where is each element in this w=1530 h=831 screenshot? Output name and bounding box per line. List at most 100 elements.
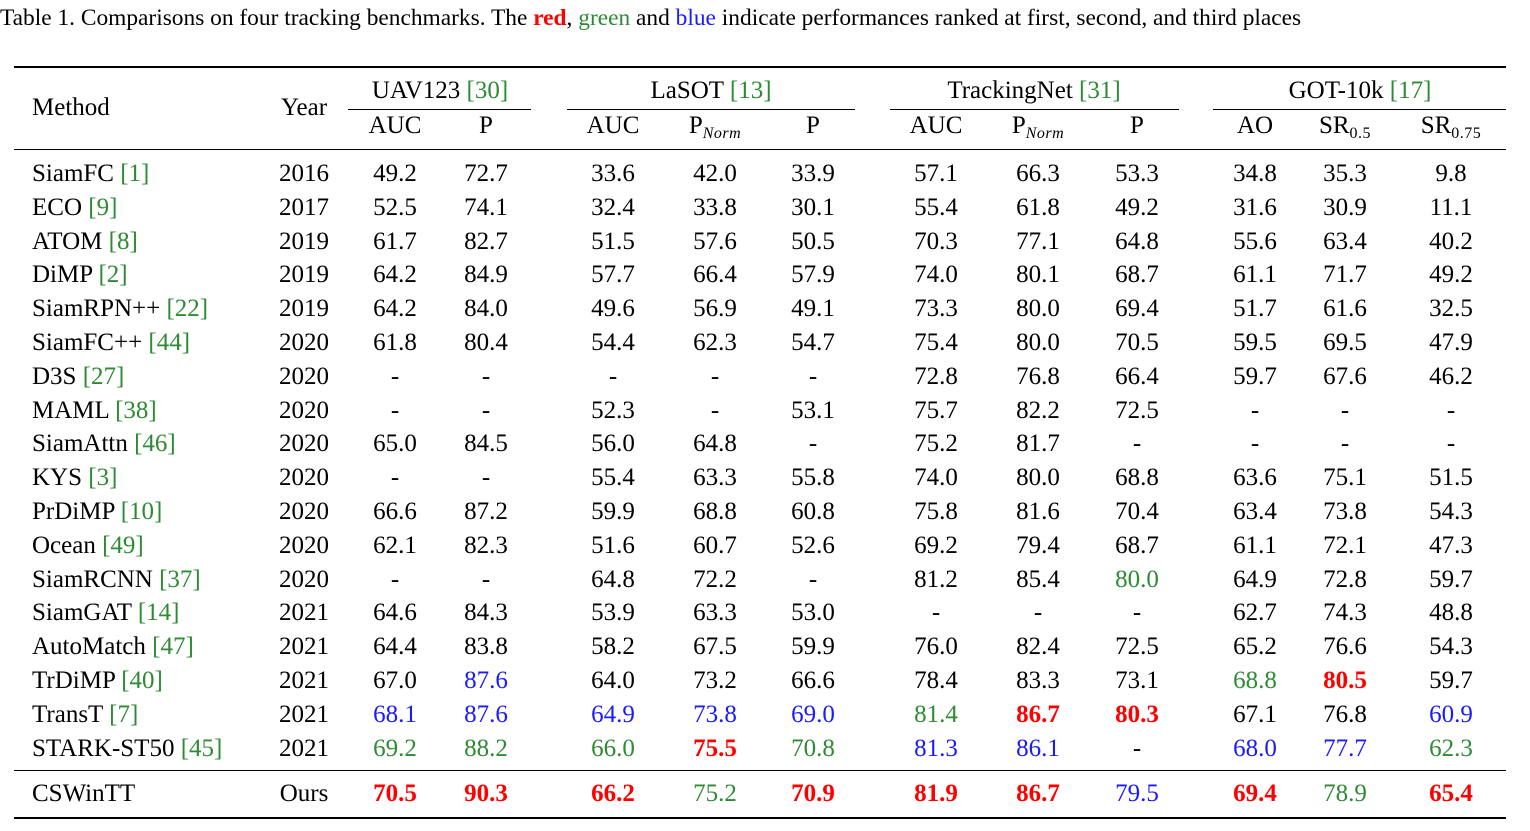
value-cell: 61.1 xyxy=(1233,531,1277,559)
value-cell: 78.4 xyxy=(914,667,958,694)
year-cell: 2021 xyxy=(279,700,329,728)
value-cell: 87.2 xyxy=(464,498,508,525)
method-name: AutoMatch [47] xyxy=(32,633,194,661)
method-name: TrDiMP [40] xyxy=(32,667,163,694)
value-cell: 84.5 xyxy=(464,430,508,458)
value-cell: 56.0 xyxy=(591,430,635,458)
header-bottom-rule xyxy=(14,149,1506,150)
table-top-rule xyxy=(14,66,1506,68)
year-cell: 2016 xyxy=(279,160,329,187)
value-cell: 77.7 xyxy=(1323,734,1367,762)
method-reference: [2] xyxy=(98,261,128,289)
ours-year: Ours xyxy=(279,780,329,807)
value-cell: 70.3 xyxy=(914,227,958,255)
value-cell: 61.1 xyxy=(1233,261,1277,289)
ours-value: 86.7 xyxy=(1016,780,1060,807)
value-cell: 82.2 xyxy=(1016,396,1060,424)
table-row: ECO [9] 2017 52.5 74.1 32.4 33.8 30.1 55.4 61.8 4… xyxy=(0,191,1530,225)
year-cell: 2021 xyxy=(279,667,329,694)
method-name: SiamRPN++ [22] xyxy=(32,295,209,323)
value-cell: 72.2 xyxy=(693,565,737,593)
value-cell: 75.4 xyxy=(914,329,958,356)
value-cell: 87.6 xyxy=(464,667,508,694)
method-reference: [10] xyxy=(120,498,163,525)
value-cell: 57.6 xyxy=(693,227,737,255)
value-cell: 72.5 xyxy=(1115,396,1159,424)
value-cell: 80.0 xyxy=(1115,565,1159,593)
value-cell: 62.3 xyxy=(693,329,737,356)
value-cell: 72.8 xyxy=(1323,565,1367,593)
method-reference: [3] xyxy=(88,464,118,492)
value-cell: 70.5 xyxy=(1115,329,1159,356)
value-cell: 51.6 xyxy=(591,531,635,559)
ours-value: 75.2 xyxy=(693,780,737,807)
value-cell: - xyxy=(1446,430,1456,458)
table-row: DiMP [2] 2019 64.2 84.9 57.7 66.4 57.9 74.0 80.1… xyxy=(0,258,1530,292)
method-name: SiamRCNN [37] xyxy=(32,565,201,593)
value-cell: 67.6 xyxy=(1323,362,1367,390)
value-cell: 52.3 xyxy=(591,396,635,424)
table-row: SiamAttn [46] 2020 65.0 84.5 56.0 64.8 - 75.2 81… xyxy=(0,427,1530,461)
value-cell: 84.3 xyxy=(464,599,508,627)
ours-value: 65.4 xyxy=(1429,780,1473,807)
value-cell: 80.3 xyxy=(1115,700,1159,728)
value-cell: 76.8 xyxy=(1016,362,1060,390)
value-cell: 82.7 xyxy=(464,227,508,255)
value-cell: 66.0 xyxy=(591,734,635,762)
value-cell: 61.7 xyxy=(373,227,417,255)
value-cell: 80.1 xyxy=(1016,261,1060,289)
value-cell: 49.2 xyxy=(1429,261,1473,289)
year-cell: 2021 xyxy=(279,633,329,661)
value-cell: 73.8 xyxy=(1323,498,1367,525)
value-cell: 81.3 xyxy=(914,734,958,762)
value-cell: 53.1 xyxy=(791,396,835,424)
value-cell: 61.8 xyxy=(373,329,417,356)
method-name: KYS [3] xyxy=(32,464,118,492)
value-cell: - xyxy=(1132,430,1142,458)
header-group-got10k: GOT-10k [17] xyxy=(1288,77,1432,104)
method-name: SiamFC [1] xyxy=(32,160,150,187)
header-method: Method xyxy=(32,94,110,121)
value-cell: 53.3 xyxy=(1115,160,1159,187)
value-cell: 74.1 xyxy=(464,193,508,221)
value-cell: 52.5 xyxy=(373,193,417,221)
value-cell: - xyxy=(710,362,720,390)
table-row-ours: CSWinTT Ours 70.5 90.3 66.2 75.2 70.9 81… xyxy=(0,777,1530,811)
ours-value: 90.3 xyxy=(464,780,508,807)
value-cell: 80.5 xyxy=(1323,667,1367,694)
value-cell: 60.7 xyxy=(693,531,737,559)
value-cell: 59.7 xyxy=(1233,362,1277,390)
method-reference: [46] xyxy=(134,430,176,458)
value-cell: - xyxy=(1340,430,1350,458)
ours-value: 79.5 xyxy=(1115,780,1159,807)
header-group-uav123: UAV123 [30] xyxy=(371,77,509,104)
value-cell: 57.7 xyxy=(591,261,635,289)
value-cell: 83.3 xyxy=(1016,667,1060,694)
header-year: Year xyxy=(280,94,328,121)
value-cell: 81.2 xyxy=(914,565,958,593)
value-cell: 54.3 xyxy=(1429,633,1473,661)
value-cell: 63.3 xyxy=(693,599,737,627)
value-cell: 59.7 xyxy=(1429,667,1473,694)
value-cell: 63.6 xyxy=(1233,464,1277,492)
method-name: Ocean [49] xyxy=(32,531,144,559)
value-cell: - xyxy=(481,396,491,424)
value-cell: - xyxy=(481,362,491,390)
value-cell: 52.6 xyxy=(791,531,835,559)
value-cell: - xyxy=(1132,599,1142,627)
table-row: Ocean [49] 2020 62.1 82.3 51.6 60.7 52.6 69.2 79… xyxy=(0,529,1530,563)
value-cell: 76.6 xyxy=(1323,633,1367,661)
value-cell: 81.4 xyxy=(914,700,958,728)
value-cell: - xyxy=(390,396,400,424)
method-name: SiamFC++ [44] xyxy=(32,329,191,356)
year-cell: 2020 xyxy=(279,396,329,424)
year-cell: 2020 xyxy=(279,430,329,458)
method-name: ATOM [8] xyxy=(32,227,138,255)
value-cell: 75.7 xyxy=(914,396,958,424)
value-cell: 64.6 xyxy=(373,599,417,627)
value-cell: 30.1 xyxy=(791,193,835,221)
value-cell: 49.2 xyxy=(373,160,417,187)
value-cell: 57.1 xyxy=(914,160,958,187)
value-cell: 9.8 xyxy=(1435,160,1467,187)
value-cell: 51.5 xyxy=(591,227,635,255)
